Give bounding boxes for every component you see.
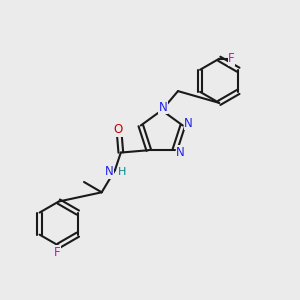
Text: F: F: [54, 246, 61, 259]
Text: N: N: [184, 117, 193, 130]
Text: N: N: [159, 100, 168, 113]
Text: N: N: [176, 146, 185, 159]
Text: F: F: [228, 52, 235, 65]
Text: H: H: [118, 167, 127, 177]
Text: O: O: [113, 123, 122, 136]
Text: N: N: [105, 165, 113, 178]
